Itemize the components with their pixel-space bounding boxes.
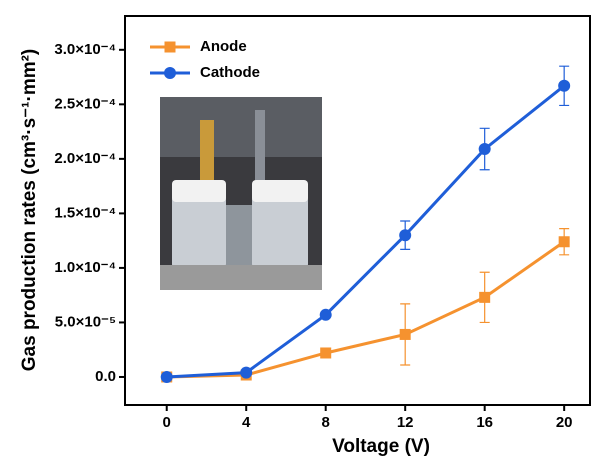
point: [479, 291, 491, 303]
y-tick-label: 1.0×10⁻⁴: [54, 259, 116, 276]
y-tick-label: 2.5×10⁻⁴: [54, 95, 116, 112]
x-tick-label: 12: [397, 414, 414, 431]
x-tick-label: 4: [242, 414, 251, 431]
point: [399, 328, 411, 340]
point: [320, 347, 332, 359]
y-axis-title: Gas production rates (cm³·s⁻¹·mm²): [19, 49, 40, 372]
x-axis-title: Voltage (V): [332, 436, 430, 457]
point: [558, 236, 570, 248]
inset-photo: [160, 97, 322, 290]
point: [240, 366, 253, 379]
legend-label: Cathode: [200, 64, 260, 81]
series-line: [166, 240, 566, 379]
point: [160, 370, 173, 383]
plot-frame: [124, 15, 591, 406]
y-tick-label: 3.0×10⁻⁴: [54, 41, 116, 58]
x-tick-label: 20: [556, 414, 573, 431]
legend-label: Anode: [200, 38, 247, 55]
point: [558, 79, 571, 92]
y-tick-label: 1.5×10⁻⁴: [54, 204, 116, 221]
series-line: [166, 84, 566, 379]
x-tick-label: 8: [322, 414, 330, 431]
y-tick-label: 0.0: [95, 368, 116, 385]
legend-marker: [164, 67, 176, 79]
x-tick-label: 16: [476, 414, 493, 431]
y-tick-label: 2.0×10⁻⁴: [54, 150, 116, 167]
legend-marker: [164, 41, 176, 53]
point: [319, 308, 332, 321]
y-tick-label: 5.0×10⁻⁵: [55, 313, 116, 330]
point: [399, 229, 412, 242]
x-tick-label: 0: [163, 414, 171, 431]
point: [478, 143, 491, 156]
